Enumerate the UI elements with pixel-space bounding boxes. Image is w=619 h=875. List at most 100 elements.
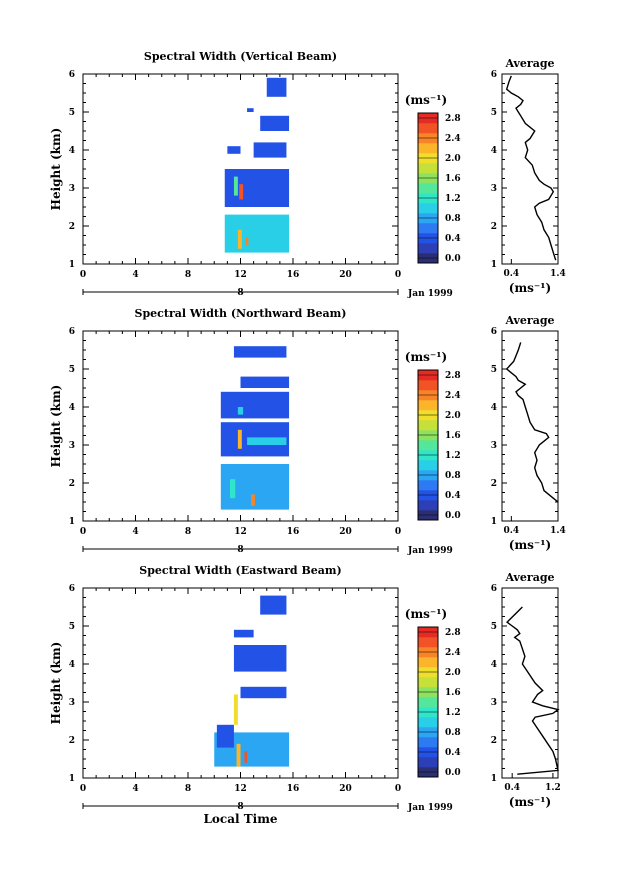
y-tick-label: 1 <box>69 517 75 527</box>
x-tick-label: 0 <box>395 784 401 794</box>
x-tick-label: 12 <box>234 527 247 537</box>
profile-line <box>505 342 559 503</box>
colorbar-swatch <box>418 163 438 174</box>
colorbar-unit-label: (ms⁻¹) <box>405 93 447 107</box>
heatmap-cell <box>224 214 290 253</box>
heatmap-cell <box>244 751 248 763</box>
colorbar-tick-label: 0.8 <box>445 471 461 481</box>
profile-y-tick-label: 1 <box>491 517 497 527</box>
heatmap-cell <box>230 479 236 499</box>
colorbar-tick-label: 0.8 <box>445 728 461 738</box>
x-axis-label: Local Time <box>203 812 277 826</box>
x-tick-label: 20 <box>339 527 352 537</box>
heatmap-cell <box>237 407 244 415</box>
colorbar-tick-label: 1.6 <box>445 688 461 698</box>
x-tick-label: 4 <box>132 527 138 537</box>
profile-x-tick-label: 0.4 <box>503 269 519 279</box>
heatmap-cell <box>227 146 241 154</box>
colorbar-tick-label: 0.0 <box>445 254 461 264</box>
heatmap-cell <box>247 108 254 112</box>
profile-y-tick-label: 3 <box>491 184 497 194</box>
profile-x-tick-label: 0.4 <box>504 783 520 793</box>
heatmap-cell <box>247 437 287 445</box>
heatmap-cell <box>240 686 287 699</box>
y-tick-label: 3 <box>69 441 75 451</box>
date-month-label: Jan 1999 <box>407 289 453 299</box>
heatmap-cell <box>239 184 244 200</box>
heatmap-cell <box>260 115 290 131</box>
profile-y-tick-label: 4 <box>491 146 497 156</box>
x-tick-label: 12 <box>234 270 247 280</box>
colorbar-frame <box>417 626 439 778</box>
heatmap-cell <box>233 629 254 638</box>
colorbar-swatch <box>418 380 438 391</box>
heatmap-cell <box>253 142 287 158</box>
profile-x-tick-label: 1.2 <box>545 783 561 793</box>
colorbar-swatch <box>418 223 438 234</box>
colorbar-tick-label: 2.8 <box>445 371 461 381</box>
colorbar-swatch <box>418 757 438 768</box>
profile-y-tick-label: 5 <box>491 108 497 118</box>
y-tick-label: 5 <box>69 622 75 632</box>
y-tick-label: 3 <box>69 698 75 708</box>
profile-y-tick-label: 1 <box>491 774 497 784</box>
colorbar-unit-label: (ms⁻¹) <box>405 607 447 621</box>
x-tick-label: 0 <box>80 527 86 537</box>
profile-y-tick-label: 1 <box>491 260 497 270</box>
colorbar-tick-label: 0.0 <box>445 511 461 521</box>
colorbar-swatch <box>418 460 438 471</box>
y-axis-label: Height (km) <box>49 385 63 468</box>
date-month-label: Jan 1999 <box>407 546 453 556</box>
profile-y-tick-label: 6 <box>491 327 497 337</box>
heatmap-cell <box>216 724 234 748</box>
profile-title: Average <box>504 57 554 70</box>
colorbar-swatch <box>418 420 438 431</box>
colorbar-tick-label: 2.0 <box>445 154 461 164</box>
heatmap-cell <box>266 77 287 97</box>
y-tick-label: 4 <box>69 660 75 670</box>
profile-x-axis-label: (ms⁻¹) <box>509 795 551 809</box>
colorbar-frame <box>417 112 439 264</box>
colorbar-tick-label: 1.2 <box>445 451 461 461</box>
colorbar-tick-label: 0.0 <box>445 768 461 778</box>
colorbar-tick-label: 2.4 <box>445 391 461 401</box>
heatmap-cell <box>240 376 290 388</box>
panel-title: Spectral Width (Eastward Beam) <box>139 564 341 577</box>
colorbar-tick-label: 1.2 <box>445 708 461 718</box>
colorbar-tick-label: 2.0 <box>445 668 461 678</box>
colorbar-frame <box>417 369 439 521</box>
y-tick-label: 2 <box>69 479 75 489</box>
x-tick-label: 8 <box>185 527 191 537</box>
y-tick-label: 2 <box>69 222 75 232</box>
panel-title: Spectral Width (Vertical Beam) <box>144 50 337 63</box>
x-tick-label: 16 <box>287 270 300 280</box>
colorbar-unit-label: (ms⁻¹) <box>405 350 447 364</box>
profile-y-tick-label: 4 <box>491 660 497 670</box>
heatmap-cell <box>237 429 242 449</box>
y-tick-label: 4 <box>69 146 75 156</box>
x-tick-label: 0 <box>80 784 86 794</box>
colorbar-swatch <box>418 637 438 648</box>
colorbar-swatch <box>418 143 438 154</box>
profile-x-tick-label: 0.4 <box>503 526 519 536</box>
colorbar-tick-label: 1.6 <box>445 431 461 441</box>
x-tick-label: 4 <box>132 270 138 280</box>
profile-y-tick-label: 4 <box>491 403 497 413</box>
heatmap-cell <box>251 494 255 506</box>
colorbar-swatch <box>418 183 438 194</box>
heatmap-cell <box>236 743 241 767</box>
profile-x-tick-label: 1.4 <box>550 269 566 279</box>
colorbar-tick-label: 2.4 <box>445 134 461 144</box>
heatmap-cell <box>260 595 287 615</box>
date-day-label: 8 <box>237 288 243 298</box>
colorbar-tick-label: 0.4 <box>445 234 461 244</box>
colorbar-tick-label: 1.2 <box>445 194 461 204</box>
y-tick-label: 5 <box>69 365 75 375</box>
x-tick-label: 0 <box>395 527 401 537</box>
x-tick-label: 4 <box>132 784 138 794</box>
x-tick-label: 16 <box>287 784 300 794</box>
profile-line <box>506 606 560 775</box>
profile-y-tick-label: 5 <box>491 622 497 632</box>
colorbar-swatch <box>418 500 438 511</box>
